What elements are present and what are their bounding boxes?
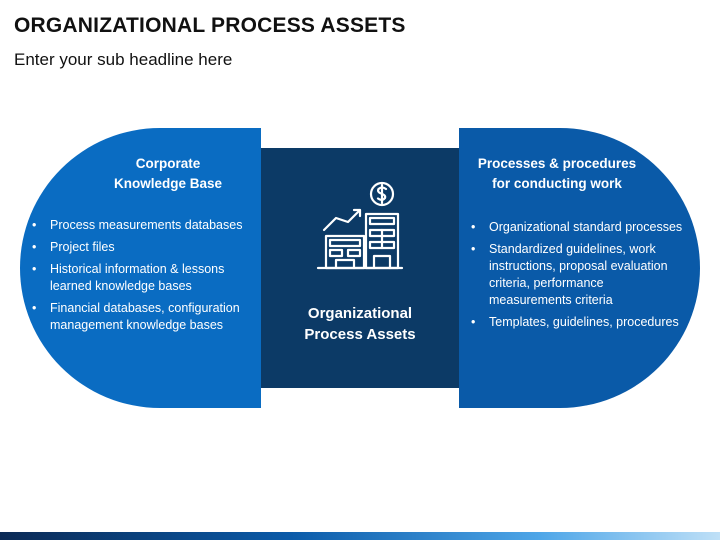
right-bullet-line: Templates, guidelines, procedures: [489, 315, 679, 329]
left-heading-line-1: Corporate: [135, 156, 201, 171]
footer-gradient-bar: [0, 532, 720, 540]
right-bullet-line: measurements criteria: [489, 293, 613, 307]
right-bullet-item: Standardized guidelines, work instructio…: [467, 241, 697, 309]
left-heading-line-2: Knowledge Base: [113, 176, 223, 191]
right-bullet-line: Organizational standard processes: [489, 220, 683, 234]
right-panel-heading: Processes & procedures for conducting wo…: [459, 154, 655, 194]
left-panel-heading: Corporate Knowledge Base: [80, 154, 256, 194]
organizational-process-assets-panel: Organizational Process Assets: [261, 148, 459, 388]
left-bullet-item: Project files: [28, 239, 260, 256]
page-title: ORGANIZATIONAL PROCESS ASSETS: [14, 14, 406, 37]
right-bullet-list: Organizational standard processes Standa…: [467, 219, 697, 336]
left-bullet-line: learned knowledge bases: [50, 279, 192, 293]
left-bullet-item: Historical information & lessons learned…: [28, 261, 260, 295]
processes-procedures-panel: Processes & procedures for conducting wo…: [459, 128, 700, 408]
left-bullet-line: management knowledge bases: [50, 318, 224, 332]
center-label: Organizational Process Assets: [261, 303, 459, 345]
right-bullet-line: instructions, proposal evaluation: [489, 259, 668, 273]
right-heading-line-1: Processes & procedures: [477, 156, 637, 171]
left-bullet-item: Process measurements databases: [28, 217, 260, 234]
right-heading-line-2: for conducting work: [492, 176, 622, 191]
center-label-line-2: Process Assets: [304, 326, 416, 343]
center-label-line-1: Organizational: [307, 305, 413, 322]
left-bullet-line: Process measurements databases: [50, 218, 243, 232]
right-bullet-line: Standardized guidelines, work: [489, 242, 656, 256]
page-subtitle: Enter your sub headline here: [14, 50, 233, 69]
right-bullet-item: Organizational standard processes: [467, 219, 697, 236]
left-bullet-line: Project files: [50, 240, 115, 254]
right-bullet-item: Templates, guidelines, procedures: [467, 314, 697, 331]
left-bullet-item: Financial databases, configuration manag…: [28, 300, 260, 334]
right-bullet-line: criteria, performance: [489, 276, 604, 290]
left-bullet-line: Historical information & lessons: [50, 262, 225, 276]
left-bullet-list: Process measurements databases Project f…: [28, 217, 260, 339]
corporate-knowledge-base-panel: Corporate Knowledge Base Process measure…: [20, 128, 261, 408]
left-bullet-line: Financial databases, configuration: [50, 301, 240, 315]
buildings-growth-dollar-icon: [316, 181, 404, 270]
